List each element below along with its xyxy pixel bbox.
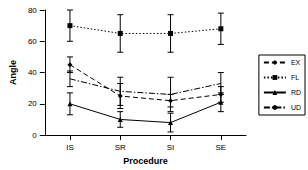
svg-text:EX: EX [291, 59, 301, 66]
svg-text:SE: SE [216, 143, 227, 152]
svg-text:RD: RD [291, 89, 301, 96]
svg-text:SI: SI [167, 143, 175, 152]
svg-text:40: 40 [28, 68, 37, 77]
svg-text:SR: SR [115, 143, 126, 152]
svg-text:Procedure: Procedure [123, 156, 168, 166]
svg-text:Angle: Angle [8, 60, 18, 85]
svg-text:0: 0 [32, 131, 37, 140]
svg-text:60: 60 [28, 37, 37, 46]
svg-text:FL: FL [291, 74, 299, 81]
svg-text:80: 80 [28, 6, 37, 15]
svg-text:20: 20 [28, 99, 37, 108]
svg-text:IS: IS [66, 143, 74, 152]
svg-text:UD: UD [291, 104, 301, 111]
